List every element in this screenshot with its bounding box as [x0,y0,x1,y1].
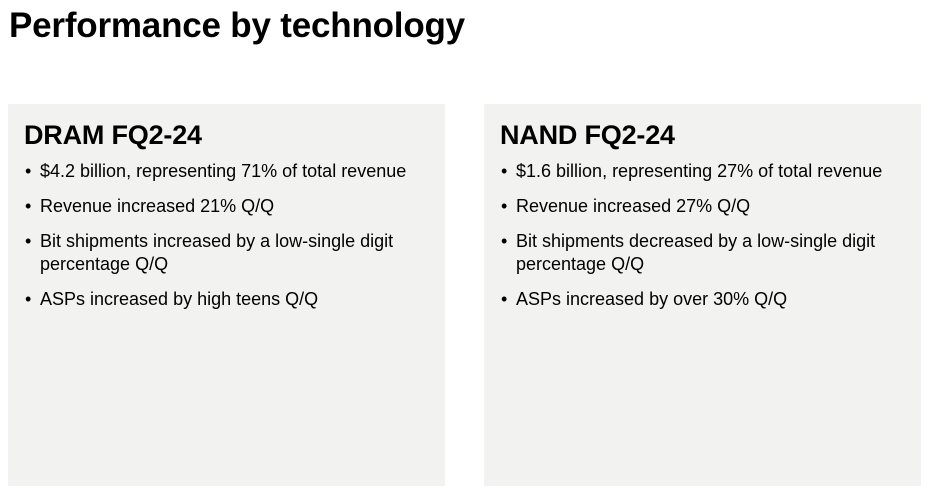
nand-bullet-bit-shipments: • Bit shipments decreased by a low-singl… [500,230,905,276]
bullet-text: $1.6 billion, representing 27% of total … [516,161,883,181]
bullet-text: ASPs increased by over 30% Q/Q [516,289,788,309]
page-title: Performance by technology [9,6,465,45]
dram-bullet-asps: • ASPs increased by high teens Q/Q [24,288,429,311]
dram-panel: DRAM FQ2-24 • $4.2 billion, representing… [8,104,445,486]
dram-bullet-revenue-growth: • Revenue increased 21% Q/Q [24,195,429,218]
bullet-icon: • [25,231,32,251]
bullet-text: Revenue increased 21% Q/Q [40,196,275,216]
dram-panel-heading: DRAM FQ2-24 [24,120,202,150]
nand-bullet-revenue-share: • $1.6 billion, representing 27% of tota… [500,160,905,183]
nand-bullet-asps: • ASPs increased by over 30% Q/Q [500,288,905,311]
bullet-text: Bit shipments decreased by a low-single … [516,231,876,274]
dram-bullet-revenue-share: • $4.2 billion, representing 71% of tota… [24,160,429,183]
nand-panel-heading: NAND FQ2-24 [500,120,675,150]
bullet-text: $4.2 billion, representing 71% of total … [40,161,407,181]
bullet-text: Bit shipments increased by a low-single … [40,231,394,274]
bullet-icon: • [25,161,32,181]
bullet-icon: • [501,289,508,309]
bullet-icon: • [501,196,508,216]
bullet-text: ASPs increased by high teens Q/Q [40,289,319,309]
dram-bullet-bit-shipments: • Bit shipments increased by a low-singl… [24,230,429,276]
bullet-text: Revenue increased 27% Q/Q [516,196,751,216]
nand-bullet-revenue-growth: • Revenue increased 27% Q/Q [500,195,905,218]
bullet-icon: • [501,161,508,181]
nand-panel: NAND FQ2-24 • $1.6 billion, representing… [484,104,921,486]
bullet-icon: • [25,289,32,309]
bullet-icon: • [25,196,32,216]
bullet-icon: • [501,231,508,251]
dram-bullet-list: • $4.2 billion, representing 71% of tota… [24,160,429,311]
nand-bullet-list: • $1.6 billion, representing 27% of tota… [500,160,905,311]
